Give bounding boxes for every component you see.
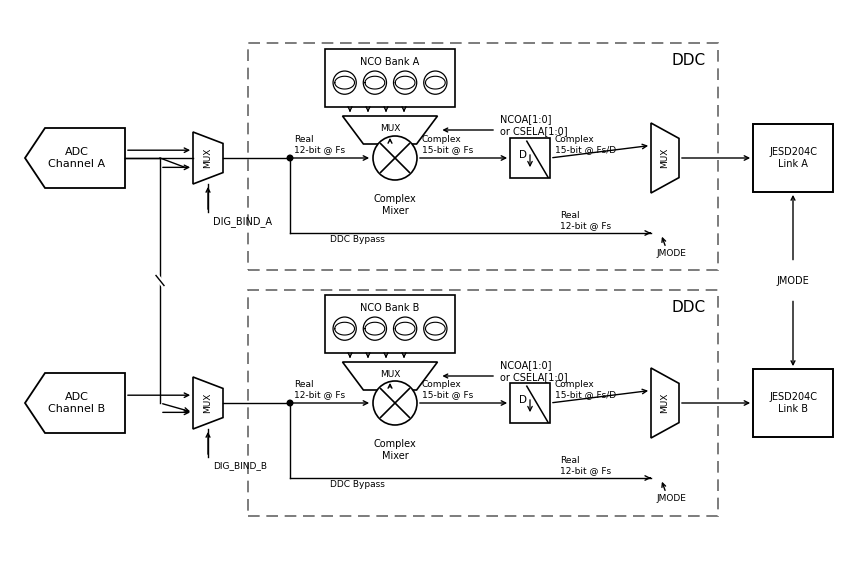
Text: JMODE: JMODE (656, 249, 686, 258)
Circle shape (424, 317, 447, 340)
Text: Complex
15-bit @ Fs/D: Complex 15-bit @ Fs/D (555, 380, 616, 399)
Text: NCOA[1:0]
or CSELA[1:0]: NCOA[1:0] or CSELA[1:0] (500, 360, 567, 382)
Polygon shape (25, 373, 125, 433)
Text: Real
12-bit @ Fs: Real 12-bit @ Fs (560, 211, 612, 230)
Circle shape (394, 71, 417, 94)
Text: Real
12-bit @ Fs: Real 12-bit @ Fs (560, 456, 612, 475)
Bar (753, 369, 833, 437)
Text: MUX: MUX (661, 148, 669, 168)
Text: NCO Bank A: NCO Bank A (360, 58, 419, 68)
Circle shape (363, 71, 386, 94)
Circle shape (287, 400, 293, 406)
Text: MUX: MUX (661, 393, 669, 413)
Text: Complex
15-bit @ Fs: Complex 15-bit @ Fs (422, 380, 473, 399)
Text: MUX: MUX (379, 124, 400, 133)
Polygon shape (193, 377, 223, 429)
Bar (510, 383, 550, 423)
Text: JESD204C
Link A: JESD204C Link A (769, 147, 817, 169)
Text: ADC
Channel B: ADC Channel B (48, 392, 106, 414)
Text: NCOA[1:0]
or CSELA[1:0]: NCOA[1:0] or CSELA[1:0] (500, 114, 567, 136)
Circle shape (363, 317, 386, 340)
Text: Real
12-bit @ Fs: Real 12-bit @ Fs (294, 380, 345, 399)
Circle shape (287, 155, 293, 161)
Bar (248, 290, 718, 516)
Bar (325, 49, 455, 107)
Bar (325, 295, 455, 353)
Text: NCO Bank B: NCO Bank B (360, 303, 419, 313)
Text: Complex
15-bit @ Fs: Complex 15-bit @ Fs (422, 135, 473, 154)
Bar (248, 43, 718, 270)
Text: Real
12-bit @ Fs: Real 12-bit @ Fs (294, 135, 345, 154)
Text: JMODE: JMODE (777, 276, 810, 286)
Text: DIG_BIND_A: DIG_BIND_A (213, 216, 272, 227)
Text: MUX: MUX (203, 393, 213, 413)
Polygon shape (651, 123, 679, 193)
Text: D: D (519, 150, 527, 160)
Text: MUX: MUX (203, 148, 213, 168)
Text: DDC Bypass: DDC Bypass (330, 235, 385, 244)
Text: JMODE: JMODE (656, 494, 686, 503)
Polygon shape (342, 362, 438, 390)
Text: Complex
Mixer: Complex Mixer (374, 194, 417, 216)
Circle shape (373, 381, 417, 425)
Polygon shape (342, 116, 438, 144)
Circle shape (373, 136, 417, 180)
Polygon shape (193, 132, 223, 184)
Text: ADC
Channel A: ADC Channel A (48, 147, 106, 169)
Text: D: D (519, 395, 527, 405)
Polygon shape (651, 368, 679, 438)
Bar (510, 138, 550, 178)
Polygon shape (25, 128, 125, 188)
Circle shape (333, 71, 357, 94)
Circle shape (424, 71, 447, 94)
Bar (753, 124, 833, 192)
Circle shape (333, 317, 357, 340)
Text: MUX: MUX (379, 370, 400, 379)
Text: JESD204C
Link B: JESD204C Link B (769, 392, 817, 414)
Text: DDC Bypass: DDC Bypass (330, 480, 385, 489)
Circle shape (394, 317, 417, 340)
Text: Complex
Mixer: Complex Mixer (374, 439, 417, 460)
Text: DIG_BIND_B: DIG_BIND_B (213, 461, 267, 470)
Text: Complex
15-bit @ Fs/D: Complex 15-bit @ Fs/D (555, 135, 616, 154)
Text: DDC: DDC (672, 300, 706, 315)
Text: DDC: DDC (672, 53, 706, 68)
